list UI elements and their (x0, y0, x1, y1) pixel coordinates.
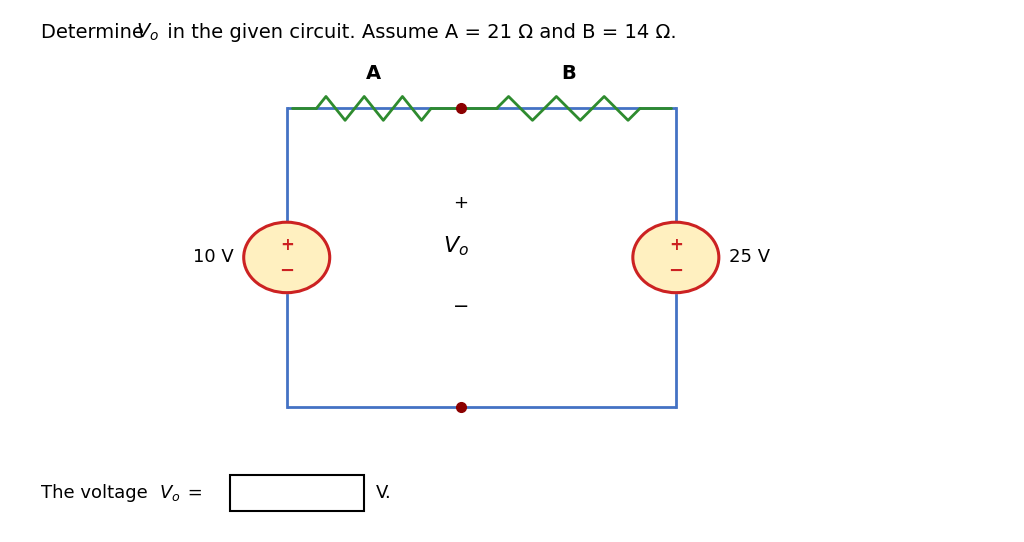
FancyBboxPatch shape (230, 475, 364, 511)
Text: A: A (367, 63, 381, 83)
Text: Determine: Determine (41, 23, 151, 42)
Text: −: − (280, 262, 294, 280)
Text: The voltage: The voltage (41, 484, 154, 502)
Text: 10 V: 10 V (193, 248, 233, 267)
Text: $V_o$: $V_o$ (159, 483, 180, 503)
Text: −: − (453, 296, 469, 316)
Text: +: + (280, 236, 294, 254)
Text: 25 V: 25 V (729, 248, 770, 267)
Text: $V_o$: $V_o$ (442, 235, 469, 259)
Text: in the given circuit. Assume A = 21 Ω and B = 14 Ω.: in the given circuit. Assume A = 21 Ω an… (161, 23, 677, 42)
Text: $V_o$: $V_o$ (136, 22, 160, 43)
Text: −: − (669, 262, 683, 280)
Text: B: B (561, 63, 575, 83)
Text: +: + (454, 194, 468, 212)
Ellipse shape (633, 222, 719, 293)
Text: =: = (182, 484, 203, 502)
Text: V.: V. (376, 484, 391, 502)
Text: +: + (669, 236, 683, 254)
Ellipse shape (244, 222, 330, 293)
